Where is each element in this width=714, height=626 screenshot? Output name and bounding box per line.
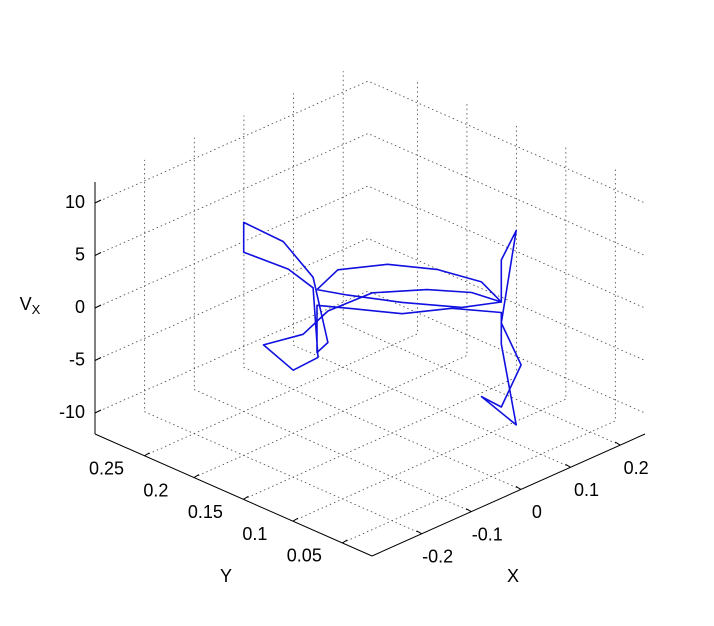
x-tick: [466, 508, 472, 513]
y-axis-label: Y: [220, 566, 232, 586]
grid: [94, 71, 646, 544]
y-tick-label: 0.1: [242, 524, 267, 544]
x-tick: [565, 463, 571, 468]
y-tick-label: 0.2: [143, 480, 168, 500]
grid-line: [243, 115, 522, 490]
z-tick-label: 5: [75, 244, 85, 264]
grid-line: [292, 147, 567, 522]
grid-line: [94, 290, 646, 414]
y-tick-label: 0.05: [287, 546, 322, 566]
z-tick: [94, 199, 102, 204]
x-tick: [614, 441, 621, 446]
y-tick: [243, 495, 249, 500]
z-tick-label: 0: [75, 297, 85, 317]
y-axis: [94, 433, 373, 557]
x-tick-label: -0.2: [422, 547, 453, 567]
z-axis-label-main: V: [20, 294, 32, 314]
z-axis-label-subscript: X: [32, 302, 41, 317]
x-tick-label: 0.2: [624, 458, 649, 478]
z-tick-label: -10: [59, 402, 85, 422]
z-tick-label: -5: [69, 349, 85, 369]
grid-line: [193, 137, 472, 513]
grid-line: [293, 93, 571, 468]
grid-line: [193, 103, 468, 478]
x-tick-label: -0.1: [472, 524, 503, 544]
grid-line: [144, 81, 418, 457]
x-axis-label: X: [507, 566, 519, 586]
x-tick: [416, 530, 422, 535]
z-tick: [94, 252, 102, 256]
y-tick: [144, 452, 150, 457]
grid-line: [94, 80, 646, 204]
x-tick-label: 0: [532, 502, 542, 522]
x-tick: [515, 486, 522, 490]
y-tick: [342, 539, 348, 544]
y-tick: [193, 474, 200, 479]
grid-line: [94, 238, 646, 361]
plot-area: [242, 221, 522, 426]
y-tick: [292, 517, 299, 522]
z-tick-label: 10: [65, 192, 85, 212]
x-tick-label: 0.1: [574, 480, 599, 500]
grid-line: [243, 125, 517, 500]
z-tick: [94, 409, 102, 414]
grid-line: [342, 71, 621, 446]
grid-line: [144, 159, 422, 535]
grid-line: [94, 185, 646, 309]
x-axis: [371, 433, 646, 557]
y-tick-label: 0.25: [89, 459, 124, 479]
grid-line: [94, 133, 646, 256]
grid-line: [342, 168, 616, 544]
y-tick-label: 0.15: [188, 502, 223, 522]
z-tick: [94, 304, 102, 309]
z-axis-label: VX: [20, 294, 41, 318]
z-tick: [94, 357, 102, 361]
axes: -0.2 -0.1 0 0.1 0.2 0.05 0.1 0.15 0.2 0.25 -10 -5 0 5…: [59, 182, 649, 567]
trajectory: [242, 221, 522, 426]
